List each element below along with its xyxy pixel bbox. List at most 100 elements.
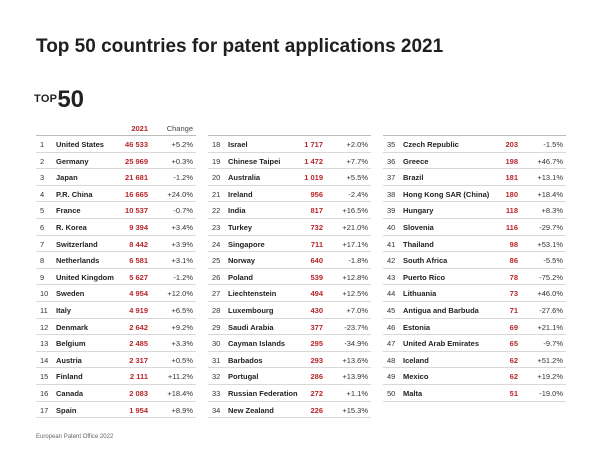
change-cell: -75.2% [539,272,563,282]
rank-cell: 5 [40,206,45,216]
table-row: 1 United States 46 533 +5.2% [36,136,196,153]
change-cell: +16.5% [342,206,368,216]
rank-cell: 41 [387,239,396,249]
country-cell: Antigua and Barbuda [403,305,479,315]
rank-cell: 28 [212,305,221,315]
change-cell: +3.9% [171,239,193,249]
value-cell: 272 [310,388,323,398]
change-cell: -5.5% [543,256,563,266]
change-cell: +24.0% [167,189,193,199]
value-cell: 2 485 [129,339,148,349]
country-cell: Saudi Arabia [228,322,274,332]
country-cell: Thailand [403,239,434,249]
table-row: 31 Barbados 293 +13.6% [208,352,371,369]
rank-cell: 15 [40,372,49,382]
change-cell: +6.5% [171,305,193,315]
country-cell: Austria [56,355,82,365]
table-row: 18 Israel 1 717 +2.0% [208,136,371,153]
table-row: 19 Chinese Taipei 1 472 +7.7% [208,153,371,170]
change-cell: +12.5% [342,289,368,299]
rank-cell: 39 [387,206,396,216]
table-row: 8 Netherlands 6 581 +3.1% [36,252,196,269]
change-cell: +8.3% [541,206,563,216]
table-row: 10 Sweden 4 954 +12.0% [36,285,196,302]
table-row: 5 France 10 537 -0.7% [36,202,196,219]
rank-cell: 42 [387,256,396,266]
country-cell: Mexico [403,372,429,382]
table-column-1: 2021 Change 1 United States 46 533 +5.2% 2 Ge… [36,120,196,419]
table-row: 2 Germany 25 969 +0.3% [36,153,196,170]
country-cell: Sweden [56,289,85,299]
value-cell: 1 954 [129,405,148,415]
table-row: 29 Saudi Arabia 377 -23.7% [208,319,371,336]
change-cell: +13.9% [342,372,368,382]
country-cell: Malta [403,388,423,398]
change-cell: +21.1% [537,322,563,332]
country-cell: New Zealand [228,405,274,415]
rank-cell: 48 [387,355,396,365]
table-row: 7 Switzerland 8 442 +3.9% [36,236,196,253]
table-row: 21 Ireland 956 -2.4% [208,186,371,203]
value-cell: 180 [505,189,518,199]
badge-small-text: TOP [34,93,58,105]
table-row: 16 Canada 2 083 +18.4% [36,385,196,402]
rank-cell: 9 [40,272,45,282]
value-cell: 2 083 [129,388,148,398]
rank-cell: 12 [40,322,49,332]
change-cell: +1.1% [346,388,368,398]
change-cell: +12.0% [167,289,193,299]
value-cell: 65 [509,339,518,349]
value-cell: 1 472 [304,156,323,166]
table-row: 17 Spain 1 954 +8.9% [36,402,196,419]
table-row: 25 Norway 640 -1.8% [208,252,371,269]
value-cell: 6 581 [129,256,148,266]
rank-cell: 32 [212,372,221,382]
rank-cell: 43 [387,272,396,282]
change-cell: +12.8% [342,272,368,282]
country-cell: Slovenia [403,222,434,232]
table-row: 13 Belgium 2 485 +3.3% [36,335,196,352]
value-cell: 2 111 [130,372,148,382]
rank-cell: 16 [40,388,49,398]
change-cell: -1.2% [173,272,193,282]
rank-cell: 40 [387,222,396,232]
rank-cell: 8 [40,256,45,266]
table-row: 45 Antigua and Barbuda 71 -27.6% [383,302,566,319]
table-row: 38 Hong Kong SAR (China) 180 +18.4% [383,186,566,203]
country-cell: Belgium [56,339,86,349]
table-row: 36 Greece 198 +46.7% [383,153,566,170]
rank-cell: 37 [387,173,396,183]
rank-cell: 29 [212,322,221,332]
country-cell: Germany [56,156,89,166]
rank-cell: 33 [212,388,221,398]
rank-cell: 45 [387,305,396,315]
country-cell: United Kingdom [56,272,114,282]
value-cell: 73 [509,289,518,299]
rank-cell: 22 [212,206,221,216]
change-cell: +3.4% [171,222,193,232]
rank-cell: 46 [387,322,396,332]
value-cell: 10 537 [125,206,148,216]
value-cell: 295 [310,339,323,349]
table-row: 40 Slovenia 116 -29.7% [383,219,566,236]
change-cell: +51.2% [537,355,563,365]
change-cell: +18.4% [537,189,563,199]
change-cell: +17.1% [342,239,368,249]
rank-cell: 44 [387,289,396,299]
country-cell: R. Korea [56,222,87,232]
value-cell: 1 019 [304,173,323,183]
value-cell: 377 [310,322,323,332]
table-row: 22 India 817 +16.5% [208,202,371,219]
country-cell: Netherlands [56,256,100,266]
country-cell: Chinese Taipei [228,156,281,166]
change-cell: +3.1% [171,256,193,266]
change-cell: +0.5% [171,355,193,365]
value-cell: 2 317 [129,355,148,365]
country-cell: Iceland [403,355,429,365]
rank-cell: 1 [40,140,45,149]
value-cell: 9 394 [129,222,148,232]
rank-cell: 35 [387,140,396,149]
change-cell: +13.1% [537,173,563,183]
country-cell: Ireland [228,189,253,199]
table-row: 20 Australia 1 019 +5.5% [208,169,371,186]
